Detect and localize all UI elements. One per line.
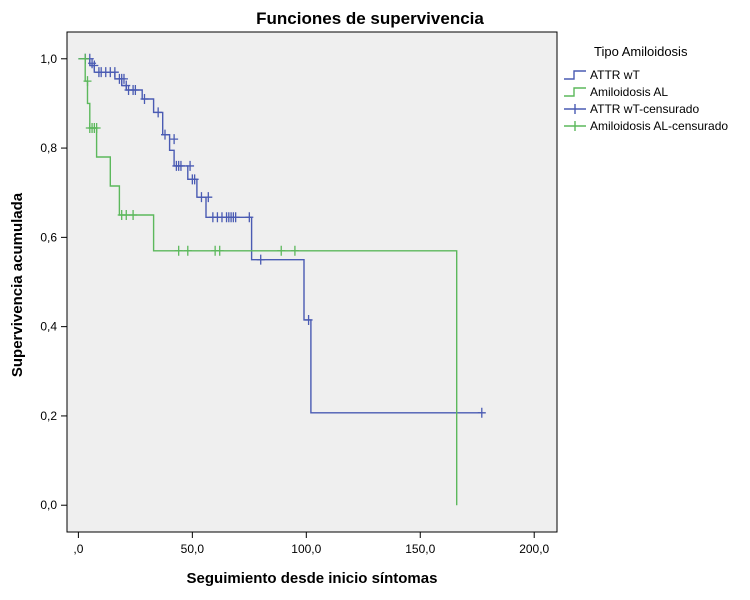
censor-mark xyxy=(290,245,299,256)
y-tick-label: 0,4 xyxy=(40,320,57,334)
chart-title: Funciones de supervivencia xyxy=(256,9,484,28)
censor-mark xyxy=(131,85,140,96)
censor-mark xyxy=(176,160,185,171)
x-tick-label: 100,0 xyxy=(291,542,321,556)
x-tick-label: 200,0 xyxy=(519,542,549,556)
x-tick-label: 50,0 xyxy=(181,542,205,556)
legend-title: Tipo Amiloidosis xyxy=(594,44,688,59)
censor-mark xyxy=(231,212,240,223)
axes: ,0 50,0 100,0 150,0 200,0 0,0 0,2 0,4 0,6 0,8 1,0 xyxy=(40,52,549,556)
x-tick-label: 150,0 xyxy=(405,542,435,556)
censor-mark xyxy=(477,407,486,418)
y-axis-label: Supervivencia acumulada xyxy=(9,192,26,377)
censor-mark xyxy=(245,212,254,223)
censor-mark xyxy=(204,192,213,203)
legend-label: Amiloidosis AL-censurado xyxy=(590,119,728,133)
censor-mark xyxy=(215,245,224,256)
legend-label: ATTR wT xyxy=(590,68,640,82)
censor-mark xyxy=(92,122,101,133)
censor-mark xyxy=(186,160,195,171)
censor-mark xyxy=(277,245,286,256)
x-axis-label: Seguimiento desde inicio síntomas xyxy=(187,570,438,587)
censor-mark xyxy=(83,76,92,87)
censor-mark xyxy=(256,254,265,265)
y-tick-label: 1,0 xyxy=(40,52,57,66)
legend-label: ATTR wT-censurado xyxy=(590,102,699,116)
series-layer xyxy=(78,53,486,506)
censor-mark xyxy=(174,245,183,256)
legend-swatch-step xyxy=(564,87,586,97)
censor-mark xyxy=(197,192,206,203)
legend-swatch-censor xyxy=(564,104,586,114)
legend-swatch-step xyxy=(564,70,586,80)
censor-mark xyxy=(81,53,90,64)
censor-mark xyxy=(170,134,179,145)
legend-label: Amiloidosis AL xyxy=(590,85,668,99)
censor-mark xyxy=(90,60,99,71)
censor-mark xyxy=(119,73,128,84)
censor-mark xyxy=(190,174,199,185)
legend: Tipo Amiloidosis ATTR wT Amiloidosis AL AT… xyxy=(564,44,728,133)
y-tick-label: 0,6 xyxy=(40,230,57,244)
x-tick-label: ,0 xyxy=(73,542,83,556)
censor-mark xyxy=(183,245,192,256)
censor-mark xyxy=(122,210,131,221)
censor-mark xyxy=(140,93,149,104)
y-tick-label: 0,0 xyxy=(40,498,57,512)
censor-mark xyxy=(110,67,119,78)
censor-mark xyxy=(304,314,313,325)
y-tick-label: 0,8 xyxy=(40,141,57,155)
censor-mark xyxy=(129,210,138,221)
censor-mark xyxy=(161,129,169,140)
plot-area xyxy=(66,31,558,533)
legend-swatch-censor xyxy=(564,121,586,131)
censor-mark xyxy=(154,107,163,118)
y-tick-label: 0,2 xyxy=(40,409,57,423)
